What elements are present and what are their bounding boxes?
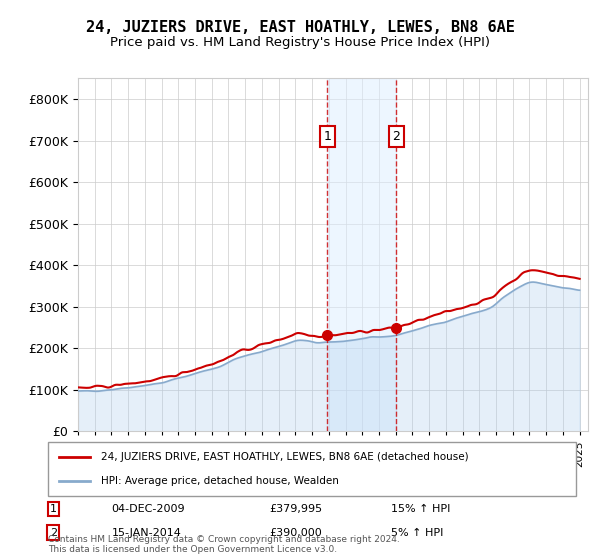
Text: 15-JAN-2014: 15-JAN-2014 [112, 528, 181, 538]
Text: Contains HM Land Registry data © Crown copyright and database right 2024.
This d: Contains HM Land Registry data © Crown c… [48, 535, 400, 554]
Text: HPI: Average price, detached house, Wealden: HPI: Average price, detached house, Weal… [101, 475, 338, 486]
Text: 2: 2 [392, 130, 400, 143]
Text: 24, JUZIERS DRIVE, EAST HOATHLY, LEWES, BN8 6AE (detached house): 24, JUZIERS DRIVE, EAST HOATHLY, LEWES, … [101, 452, 469, 463]
Text: 04-DEC-2009: 04-DEC-2009 [112, 504, 185, 514]
Text: £390,000: £390,000 [270, 528, 323, 538]
Text: Price paid vs. HM Land Registry's House Price Index (HPI): Price paid vs. HM Land Registry's House … [110, 36, 490, 49]
Text: 2: 2 [50, 528, 57, 538]
Text: £379,995: £379,995 [270, 504, 323, 514]
Text: 1: 1 [323, 130, 331, 143]
FancyBboxPatch shape [48, 442, 576, 496]
Text: 5% ↑ HPI: 5% ↑ HPI [391, 528, 443, 538]
Text: 24, JUZIERS DRIVE, EAST HOATHLY, LEWES, BN8 6AE: 24, JUZIERS DRIVE, EAST HOATHLY, LEWES, … [86, 20, 514, 35]
Bar [328, 78, 397, 431]
Text: 15% ↑ HPI: 15% ↑ HPI [391, 504, 451, 514]
Text: 1: 1 [50, 504, 57, 514]
